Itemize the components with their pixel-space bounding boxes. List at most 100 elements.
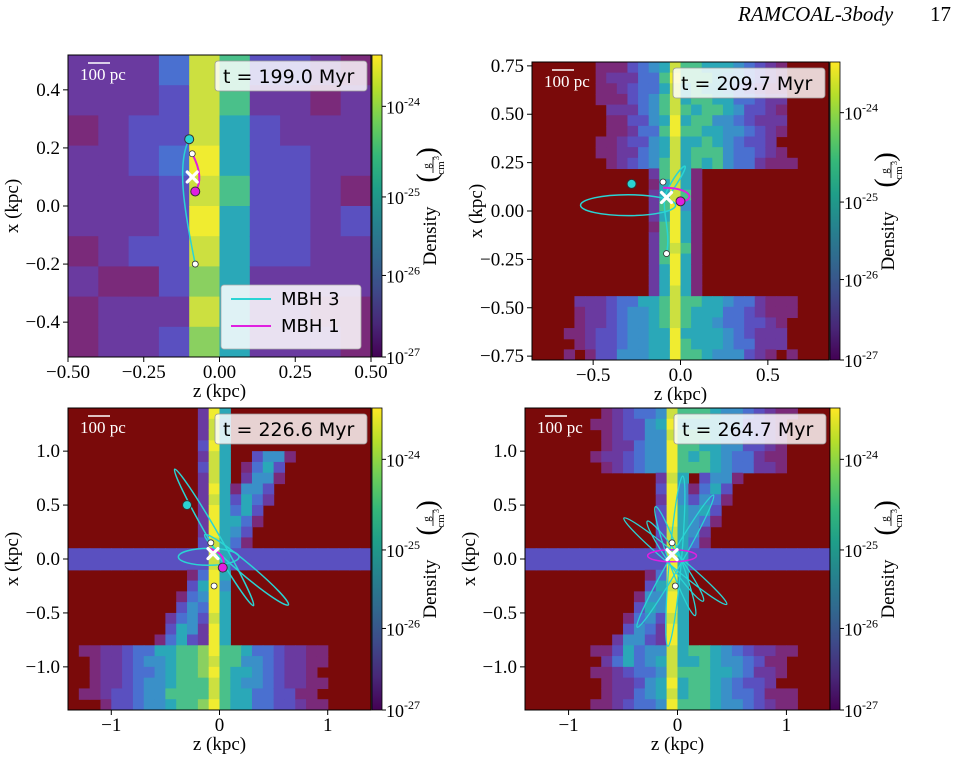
colorbar-tick-label: 10-26: [844, 268, 878, 291]
x-tick-label: 0: [215, 715, 225, 736]
unit-denominator: cm: [893, 514, 905, 528]
x-tick-label: −0.25: [122, 362, 166, 383]
scale-bar-label: 100 pc: [80, 418, 126, 437]
start-marker-mbh3: [210, 582, 218, 590]
x-tick-label: −0.50: [46, 362, 90, 383]
colorbar-tick-label: 10-26: [386, 616, 420, 639]
y-tick-label: 0.0: [493, 549, 517, 570]
scale-bar-label: 100 pc: [80, 65, 126, 84]
running-title: RAMCOAL-3body: [738, 2, 894, 26]
time-label-box: [214, 60, 368, 92]
y-tick-label: 0.5: [36, 495, 60, 516]
density-map: [68, 55, 371, 357]
colorbar-tick-label: 10-26: [844, 616, 878, 639]
colorbar-label: Density (g cm3): [412, 500, 447, 618]
y-tick-label: 0.4: [36, 80, 60, 101]
mbh3-trajectory: [663, 165, 687, 254]
colorbar-label-text: Density: [878, 211, 899, 271]
unit-numerator: g: [421, 516, 433, 522]
x-tick-label: −1: [101, 715, 121, 736]
panel-1: 100 pc t = 199.0 Myr −0.50 −0.25 0.00 0.25 0.5…: [2, 54, 447, 402]
unit-denominator: cm: [435, 161, 447, 175]
x-tick-label: 1: [782, 715, 792, 736]
x-tick-label: 0: [673, 715, 683, 736]
start-marker-mbh1: [668, 539, 676, 547]
paren-close: ): [412, 500, 443, 509]
colorbar-label-text: Density: [420, 559, 441, 619]
legend-label: MBH 1: [281, 316, 340, 337]
center-of-mass-marker: [659, 190, 674, 205]
time-label: t = 199.0 Myr: [223, 66, 355, 88]
density-map: [532, 62, 829, 360]
unit-numerator: g: [879, 168, 891, 174]
colorbar-label-text: Density: [878, 559, 899, 619]
colorbar-tick-label: 10-25: [386, 538, 420, 561]
center-of-mass-marker: [665, 548, 679, 562]
y-tick-label: 1.0: [36, 441, 60, 462]
start-marker-mbh3: [663, 250, 670, 257]
paren-close: ): [870, 500, 901, 509]
panel-3: 100 pc t = 226.6 Myr −1 0 1 −1.0 −0.5 0.0 0.5 1.0…: [2, 407, 447, 755]
mbh3-orbit: [579, 194, 677, 217]
y-axis-label: x (kpc): [466, 184, 487, 238]
y-tick-label: 0.25: [491, 153, 524, 174]
page-number: 17: [930, 2, 951, 26]
paren-open: (: [870, 526, 901, 535]
time-label: t = 209.7 Myr: [681, 73, 813, 95]
colorbar-label-text: Density: [420, 206, 441, 266]
colorbar-tick-label: 10-25: [844, 190, 878, 213]
x-tick-label: 0.5: [756, 365, 780, 386]
x-tick-label: 1: [323, 715, 333, 736]
colorbar-tick-label: 10-27: [386, 345, 420, 368]
y-tick-label: 0.0: [36, 549, 60, 570]
y-tick-label: 0.50: [491, 104, 524, 125]
colorbar-label: Density (g cm3): [870, 500, 905, 618]
colorbar-tick-label: 10-27: [386, 698, 420, 721]
y-tick-label: 0.75: [491, 56, 524, 77]
x-tick-label: −0.5: [576, 365, 610, 386]
y-tick-label: 0.5: [493, 495, 517, 516]
colorbar-tick-label: 10-26: [386, 263, 420, 286]
y-tick-label: 0.2: [36, 138, 60, 159]
y-tick-label: −1.0: [483, 657, 517, 678]
mbh3-position: [182, 500, 193, 511]
unit-exponent: 3: [432, 156, 441, 160]
density-map: [68, 408, 371, 710]
mbh3-orbit-b: [203, 533, 290, 606]
x-axis-label: z (kpc): [193, 734, 246, 755]
paren-open: (: [412, 173, 443, 182]
start-marker-mbh1: [659, 178, 667, 186]
mbh3-orbit-3: [623, 517, 728, 606]
colorbar-tick-label: 10-24: [386, 94, 420, 117]
mbh1-orbit: [646, 548, 698, 563]
mbh1-position: [675, 196, 686, 207]
colorbar-tick-label: 10-25: [386, 185, 420, 208]
x-axis-label: z (kpc): [193, 381, 246, 402]
unit-exponent: 3: [432, 509, 441, 513]
density-map: [525, 408, 830, 710]
y-axis-label: x (kpc): [459, 532, 480, 586]
x-tick-label: 0.25: [279, 362, 312, 383]
unit-exponent: 3: [890, 509, 899, 513]
colorbar-tick-label: 10-25: [844, 538, 878, 561]
center-of-mass-marker: [206, 547, 220, 561]
paren-open: (: [412, 526, 443, 535]
y-tick-label: 1.0: [493, 441, 517, 462]
panel-2: 100 pc t = 209.7 Myr −0.5 0.0 0.5 −0.75 −0.50 −…: [466, 56, 905, 405]
colorbar-tick-label: 10-27: [844, 348, 878, 371]
colorbar: [829, 61, 841, 361]
scale-bar-label: 100 pc: [544, 72, 590, 91]
paren-open: (: [870, 178, 901, 187]
colorbar: [829, 407, 841, 711]
mbh1-position: [190, 186, 201, 197]
y-tick-label: −0.25: [480, 249, 524, 270]
colorbar-label: Density (g cm3): [870, 152, 905, 270]
colorbar-tick-label: 10-27: [844, 698, 878, 721]
y-tick-label: −1.0: [26, 657, 60, 678]
time-label: t = 264.7 Myr: [682, 419, 814, 441]
panel-4: 100 pc t = 264.7 Myr −1 0 1 −1.0 −0.5 0.0 0.5 1.0…: [459, 407, 905, 755]
legend-box: [220, 284, 362, 350]
y-tick-label: −0.4: [26, 312, 61, 333]
start-marker-mbh3: [191, 260, 199, 268]
